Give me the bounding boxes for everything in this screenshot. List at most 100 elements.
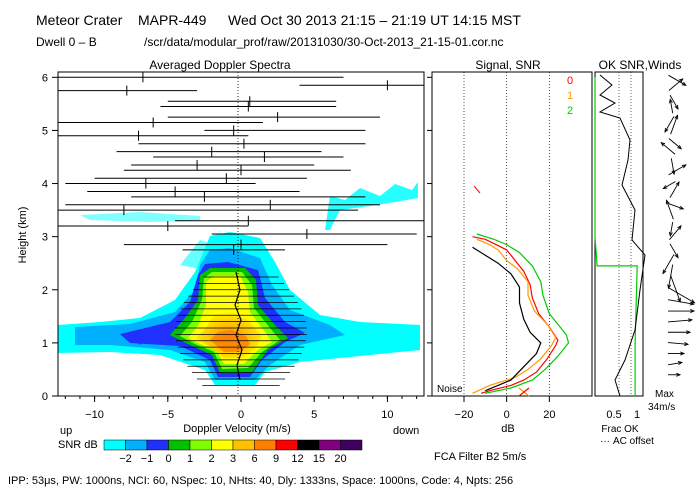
- wind-arrow-head: [674, 104, 679, 110]
- wind-arrow: [667, 319, 692, 323]
- wind-arrow: [670, 275, 681, 302]
- wind-arrow-head: [675, 181, 680, 187]
- x-tick-label: 0: [238, 409, 244, 421]
- colorbar-swatch: [318, 439, 341, 451]
- wind-arrow: [660, 142, 676, 155]
- up-label: up: [60, 425, 72, 437]
- winds-title: OK SNR,Winds: [599, 58, 682, 72]
- ac-offset-label: AC offset: [613, 436, 654, 447]
- wind-arrow-head: [674, 114, 679, 120]
- wind-arrow: [668, 287, 695, 304]
- height-axis-label: Height (km): [17, 207, 29, 264]
- instrument-name: MAPR-449: [138, 12, 207, 28]
- y-tick-label: 0: [42, 391, 48, 403]
- snr-axis-label: dB: [501, 423, 514, 435]
- fracok-tick-label: 1: [634, 409, 640, 421]
- colorbar-swatch: [189, 439, 212, 451]
- wind-arrow-head: [677, 144, 683, 150]
- wind-arrow-head: [690, 309, 696, 313]
- snr-x-tick-label: 0: [504, 409, 510, 421]
- wind-arrow-head: [662, 185, 668, 190]
- wind-arrow-head: [677, 361, 683, 365]
- snr-outlier-mark: [473, 185, 481, 194]
- spectra-title: Averaged Doppler Spectra: [149, 58, 291, 72]
- wind-arrow-head: [686, 330, 692, 335]
- y-tick-label: 6: [42, 72, 48, 84]
- colorbar-swatch: [211, 439, 234, 451]
- colorbar-tick-label: 12: [291, 453, 303, 465]
- colorbar-tick-label: 9: [273, 453, 279, 465]
- legend-1: 1: [567, 90, 573, 102]
- datetime-range: Wed Oct 30 2013 21:15 – 21:19 UT 14:15 M…: [228, 12, 521, 28]
- wind-arrow-head: [677, 225, 682, 230]
- wind-arrow: [669, 222, 674, 236]
- wind-arrow: [668, 78, 684, 91]
- winds-panel: [594, 71, 696, 397]
- wind-arrow: [669, 99, 674, 114]
- colorbar-tick-label: 6: [251, 453, 257, 465]
- wind-arrow-head: [690, 299, 696, 304]
- wind-arrow-head: [665, 199, 670, 205]
- colorbar-tick-label: 0: [165, 453, 171, 465]
- legend-2: 2: [567, 105, 573, 117]
- dwell-label: Dwell 0 – B: [36, 35, 97, 49]
- wind-arrow-head: [680, 351, 686, 356]
- ac-offset-line: [598, 74, 646, 397]
- colorbar-swatch: [297, 439, 320, 451]
- colorbar: [103, 439, 363, 451]
- y-tick-label: 3: [42, 232, 48, 244]
- snr-panel: Noise 0 1 2: [431, 71, 593, 397]
- data-path: /scr/data/modular_prof/raw/20131030/30-O…: [144, 35, 504, 49]
- y-tick-label: 4: [42, 179, 48, 191]
- wind-arrow-head: [681, 81, 687, 86]
- colorbar-tick-label: 2: [208, 453, 214, 465]
- wind-arrow: [668, 138, 682, 150]
- fracok-line: [594, 77, 638, 396]
- y-tick-label: 5: [42, 125, 48, 137]
- colorbar-tick-label: −2: [119, 453, 132, 465]
- wind-arrow-head: [681, 164, 687, 169]
- x-tick-label: 10: [381, 409, 393, 421]
- wind-arrow-head: [683, 342, 690, 346]
- max-value: 34m/s: [648, 402, 675, 413]
- wind-arrow: [667, 299, 694, 305]
- colorbar-swatch: [275, 439, 298, 451]
- wind-arrow-head: [678, 78, 684, 83]
- filter-label: FCA Filter B2 5m/s: [434, 451, 527, 463]
- wind-arrow: [669, 94, 679, 110]
- colorbar-tick-label: 15: [313, 453, 325, 465]
- wind-arrow: [668, 202, 684, 210]
- colorbar-swatch: [146, 439, 169, 451]
- wind-arrow-head: [662, 269, 667, 275]
- wind-arrow: [666, 200, 674, 220]
- colorbar-swatch: [340, 439, 363, 451]
- wind-arrow: [669, 181, 680, 198]
- fracok-label: Frac OK: [601, 424, 639, 435]
- colorbar-tick-label: 3: [230, 453, 236, 465]
- snr-x-tick-label: −20: [455, 409, 474, 421]
- snr-x-mark: [518, 387, 530, 397]
- ac-offset-legend-dots: ···: [600, 436, 610, 447]
- wind-arrow: [668, 164, 687, 176]
- snr-line-noise: [472, 246, 542, 392]
- site-name: Meteor Crater: [36, 12, 123, 28]
- fracok-tick-label: 0.5: [606, 409, 621, 421]
- colorbar-tick-label: 1: [187, 453, 193, 465]
- wind-arrow-head: [668, 231, 673, 238]
- max-label: Max: [655, 389, 674, 400]
- snr-frame: [431, 71, 593, 397]
- colorbar-title: SNR dB: [58, 439, 98, 451]
- wind-arrow-head: [679, 205, 685, 210]
- colorbar-swatch: [168, 439, 191, 451]
- wind-arrow: [662, 254, 675, 274]
- spectral-width-bars: [58, 72, 424, 386]
- wind-arrow: [663, 181, 676, 189]
- wind-arrow: [669, 225, 682, 241]
- wind-arrow: [670, 115, 678, 135]
- wind-arrow-head: [674, 253, 679, 259]
- spectra-heatmap: [58, 72, 424, 396]
- wind-arrow-head: [676, 372, 682, 377]
- y-tick-label: 2: [42, 285, 48, 297]
- colorbar-swatch: [254, 439, 277, 451]
- wind-arrow-head: [689, 301, 695, 306]
